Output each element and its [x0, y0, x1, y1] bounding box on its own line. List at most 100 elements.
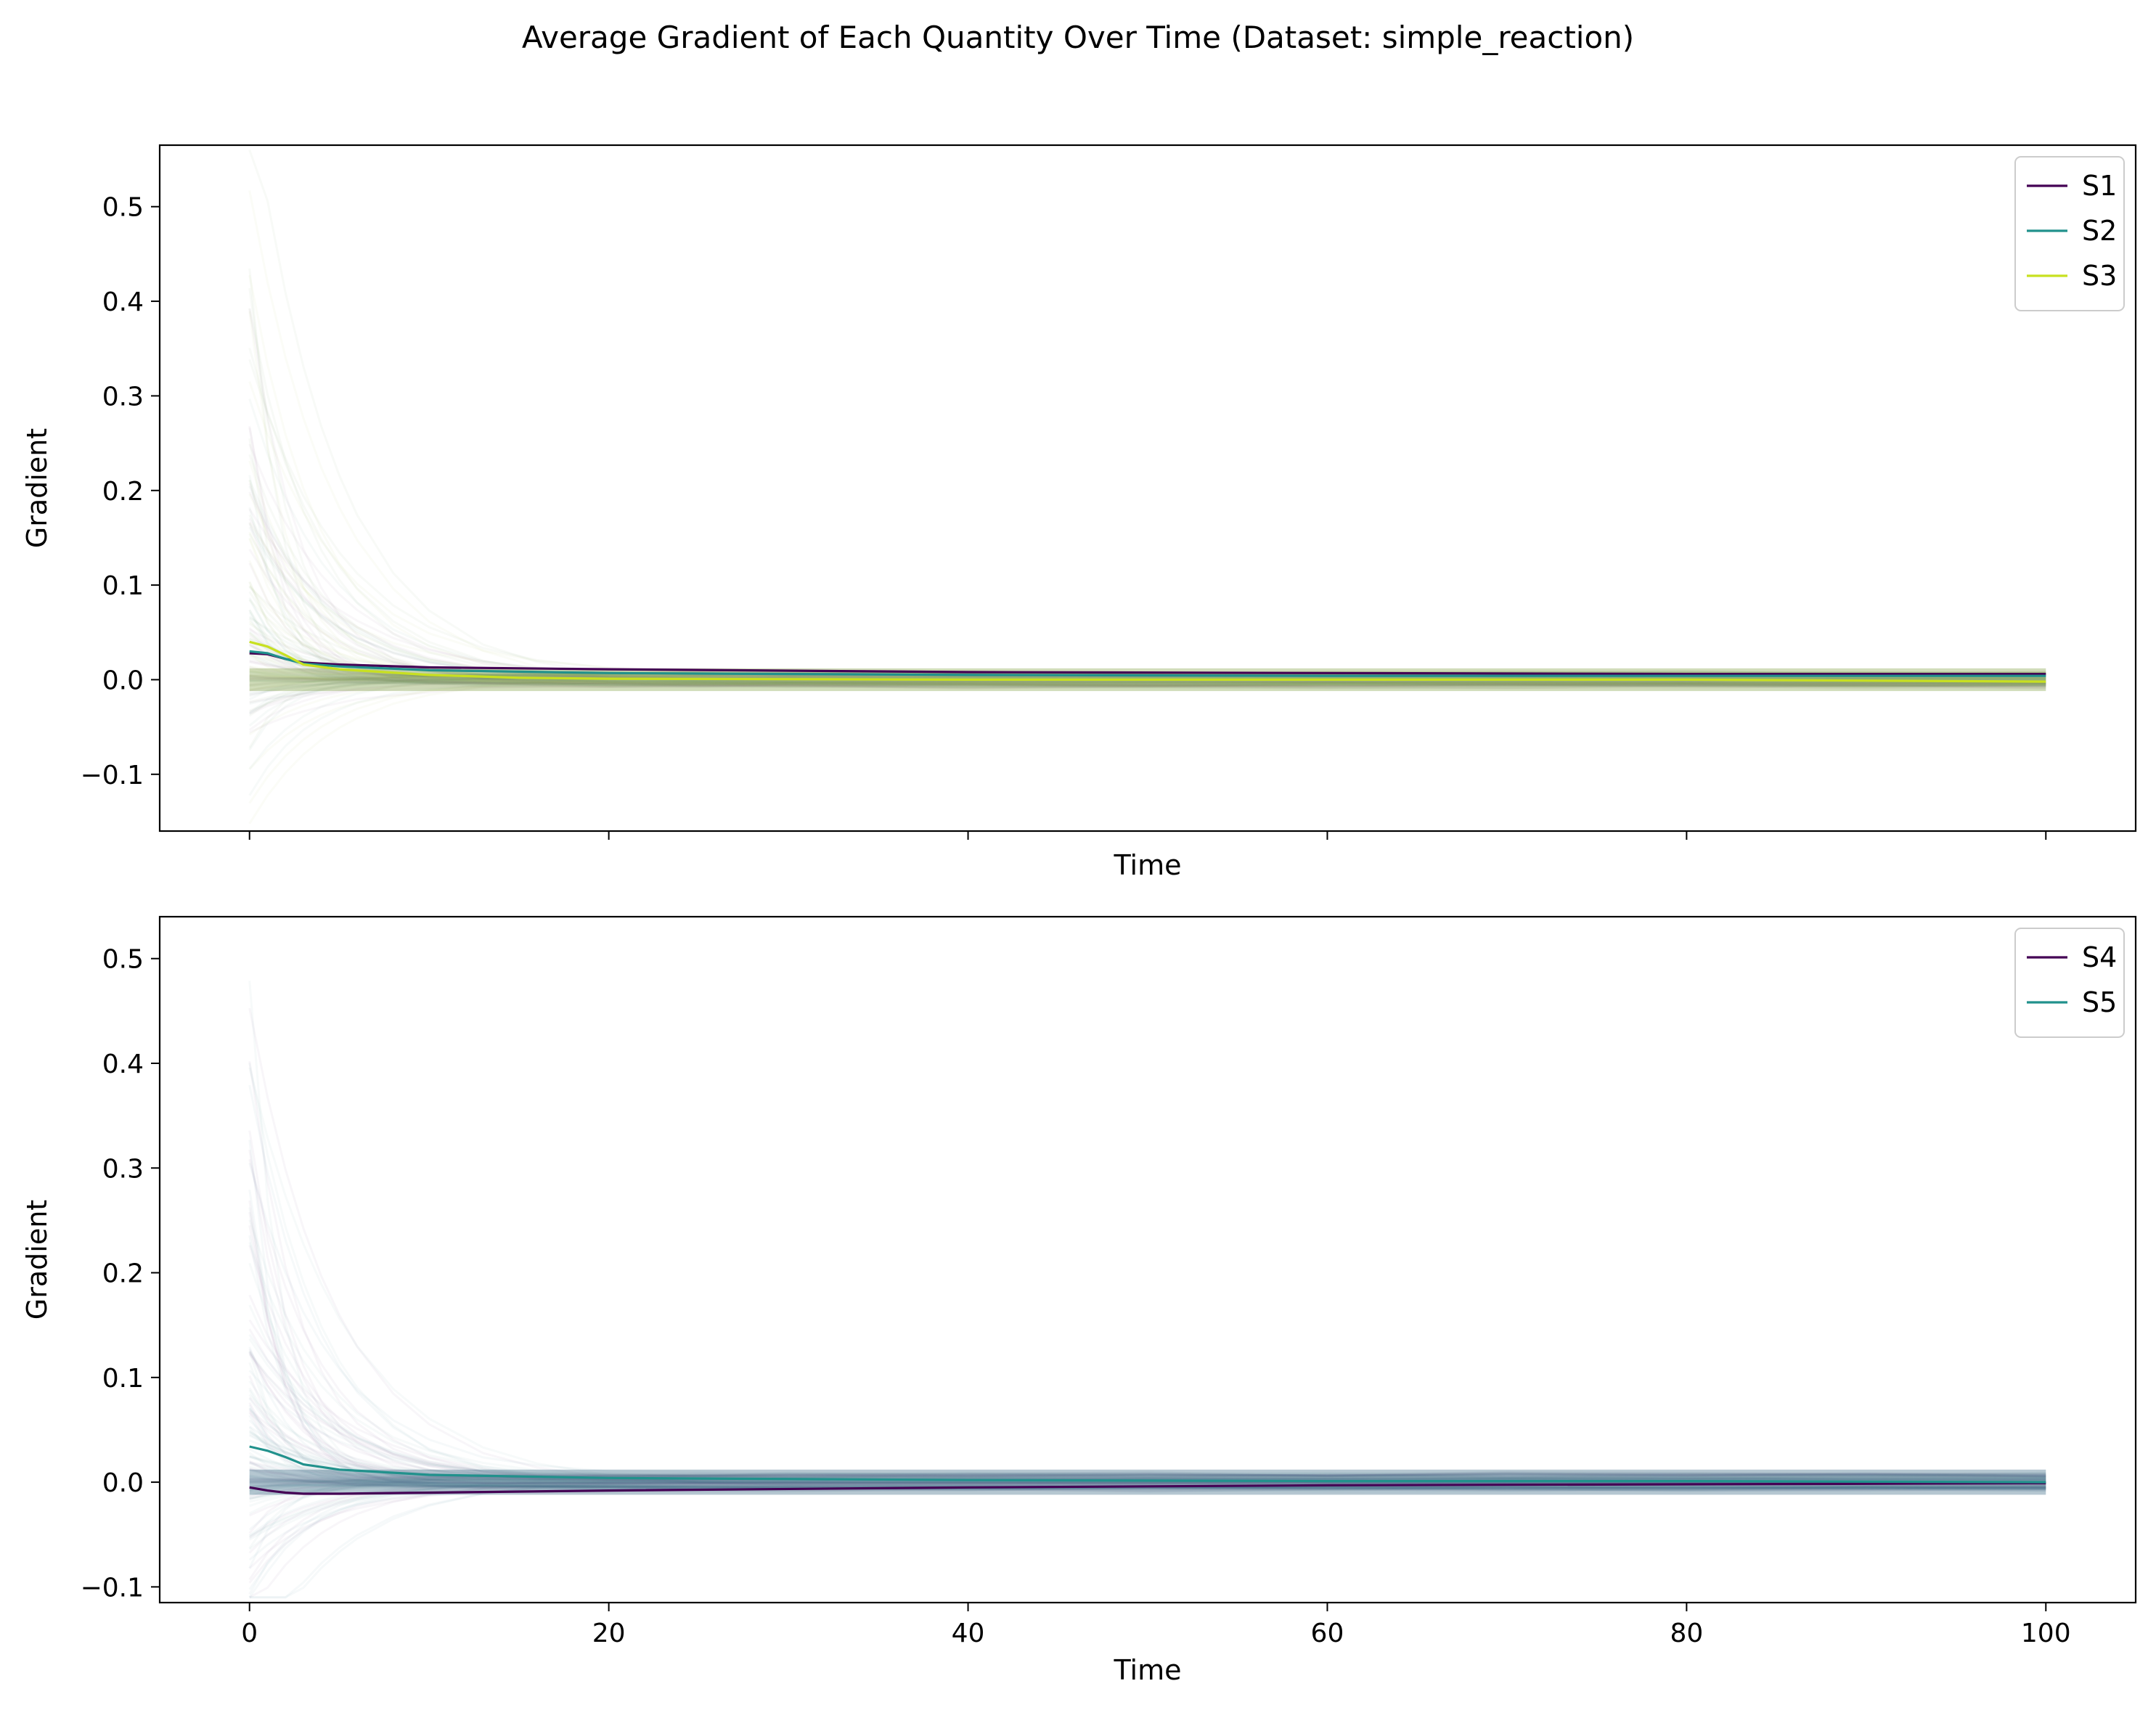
- trajectory-line: [249, 1476, 2046, 1481]
- trajectory-line: [249, 1483, 2046, 1489]
- trajectory-line: [249, 1476, 2046, 1492]
- trajectory-line: [248, 1084, 2046, 1484]
- trajectory-line: [248, 1350, 2046, 1479]
- x-tick-label: 40: [952, 1619, 985, 1648]
- trajectory-line: [249, 660, 2046, 689]
- trajectory-line: [248, 1485, 2046, 1550]
- trajectory-line: [248, 507, 2046, 682]
- y-tick-label: −0.1: [81, 761, 144, 790]
- legend-label: S5: [2082, 986, 2117, 1018]
- trajectory-line: [248, 681, 2046, 732]
- trajectory-line: [249, 1455, 2046, 1489]
- x-axis-label: Time: [1114, 1654, 1182, 1686]
- trajectory-line: [248, 1225, 2046, 1486]
- trajectory-line: [248, 1419, 2046, 1492]
- trajectory-line: [249, 1461, 2046, 1490]
- trajectory-line: [249, 1478, 2046, 1483]
- trajectory-line: [248, 1219, 2046, 1477]
- trajectory-line: [249, 679, 2046, 689]
- trajectory-line: [248, 1158, 2046, 1487]
- x-axis-label: Time: [1114, 849, 1182, 881]
- trajectory-line: [248, 1484, 2046, 1534]
- trajectory-line: [248, 479, 2046, 682]
- legend-label: S4: [2082, 941, 2117, 973]
- trajectory-line: [248, 1149, 2046, 1481]
- trajectory-line: [248, 483, 2046, 687]
- series-line-s2: [249, 650, 2046, 677]
- trajectory-line: [248, 1484, 2046, 1595]
- y-tick-label: 0.1: [102, 571, 144, 601]
- legend-box: [2014, 928, 2125, 1038]
- y-tick-label: 0.5: [102, 945, 144, 975]
- trajectory-line: [248, 308, 2046, 680]
- trajectory-line: [249, 1475, 2046, 1485]
- trajectory-line: [249, 684, 2046, 704]
- trajectory-line: [249, 684, 2046, 715]
- trajectory-line: [248, 531, 2046, 685]
- trajectory-line: [248, 1060, 2046, 1478]
- trajectory-line: [248, 1481, 2046, 1590]
- trajectory-line: [248, 1397, 2046, 1481]
- trajectory-line: [248, 1245, 2046, 1484]
- trajectory-line: [248, 1007, 2046, 1488]
- y-tick-label: 0.0: [102, 666, 144, 695]
- trajectory-line: [248, 1426, 2046, 1481]
- trajectory-line: [249, 1484, 2046, 1491]
- trajectory-line: [249, 1467, 2046, 1484]
- trajectory-line: [248, 615, 2046, 690]
- x-tick-label: 60: [1311, 1619, 1344, 1648]
- trajectory-line: [248, 493, 2046, 677]
- y-axis: −0.1 0.0 0.1 0.2 0.3 0.4 0.5: [81, 945, 160, 1603]
- trajectory-line: [248, 454, 2046, 680]
- legend-label: S3: [2082, 260, 2117, 292]
- trajectory-line: [249, 637, 2046, 685]
- trajectory-line: [248, 584, 2046, 679]
- trajectory-line: [249, 1481, 2046, 1485]
- trajectory-line: [248, 1375, 2046, 1484]
- trajectory-line: [249, 680, 2046, 685]
- y-axis: −0.1 0.0 0.1 0.2 0.3 0.4 0.5: [81, 193, 160, 790]
- trajectory-line: [249, 1468, 2046, 1479]
- trajectory-line: [248, 1346, 2046, 1489]
- trajectory-line: [249, 676, 2046, 703]
- trajectory-line: [248, 480, 2046, 687]
- trajectory-line: [249, 1481, 2046, 1490]
- x-tick-label: 80: [1670, 1619, 1703, 1648]
- trajectory-line: [248, 1189, 2046, 1479]
- trajectory-line: [249, 1468, 2046, 1492]
- trajectory-line: [248, 1351, 2046, 1490]
- trajectory-line: [249, 659, 2046, 683]
- trajectory-line: [249, 1479, 2046, 1490]
- legend-label: S1: [2082, 170, 2117, 202]
- trajectory-line: [248, 1433, 2046, 1482]
- trajectory-line: [248, 679, 2046, 750]
- trajectory-line: [248, 491, 2046, 683]
- trajectory-line: [248, 623, 2046, 684]
- trajectory-line: [248, 1334, 2046, 1492]
- trajectory-line: [248, 640, 2046, 687]
- trajectory-line: [248, 1481, 2046, 1539]
- trajectory-line: [249, 682, 2046, 692]
- trajectory-line: [248, 1478, 2046, 1541]
- series-lines: [249, 640, 2046, 683]
- trajectory-line: [248, 538, 2046, 682]
- trajectory-line: [248, 475, 2046, 676]
- trajectory-line: [248, 1200, 2046, 1490]
- trajectory-line: [248, 1404, 2046, 1492]
- trajectory-line: [249, 1473, 2046, 1495]
- y-axis-label: Gradient: [21, 1200, 53, 1320]
- trajectory-line: [249, 666, 2046, 690]
- trajectory-line: [249, 1476, 2046, 1599]
- trajectory-line: [248, 1207, 2046, 1484]
- trajectory-line: [248, 1338, 2046, 1480]
- trajectory-line: [248, 609, 2046, 687]
- trajectory-line: [248, 190, 2046, 688]
- trajectory-line: [248, 1487, 2046, 1569]
- trajectory-line: [249, 1483, 2046, 1493]
- legend-label: S2: [2082, 215, 2117, 247]
- trajectory-line: [249, 1477, 2046, 1515]
- trajectory-line: [249, 628, 2046, 685]
- trajectory-line: [248, 1067, 2046, 1489]
- trajectory-line: [248, 486, 2046, 684]
- trajectory-line: [248, 609, 2046, 690]
